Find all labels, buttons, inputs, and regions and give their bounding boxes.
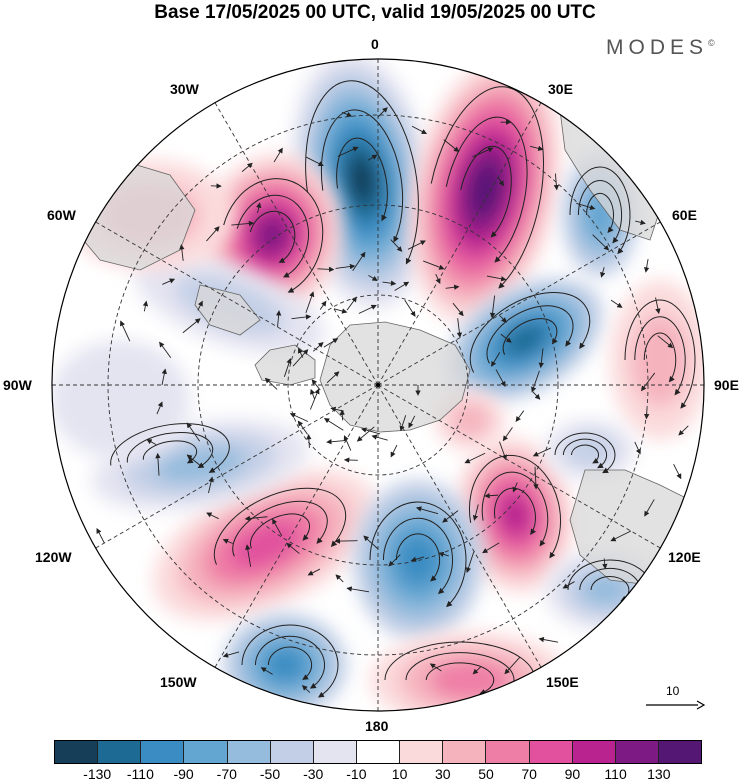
- colorbar-segment: [98, 741, 141, 763]
- colorbar-segment: [659, 741, 701, 763]
- colorbar-ticks: -130 -110 -90 -70 -50 -30 -10 10 30 50 70 90 110 130: [0, 766, 750, 784]
- colorbar-tick-label: -10: [346, 766, 366, 782]
- lon-label-90w: 90W: [3, 377, 32, 393]
- colorbar-tick-label: 30: [435, 766, 451, 782]
- colorbar-tick-label: -110: [127, 766, 154, 782]
- lon-label-180: 180: [365, 718, 388, 734]
- colorbar-segment: [141, 741, 184, 763]
- colorbar-segment: [55, 741, 98, 763]
- colorbar-tick-label: 70: [521, 766, 537, 782]
- colorbar-segment: [573, 741, 616, 763]
- polar-map: [0, 0, 750, 735]
- reference-vector-label: 10: [666, 684, 679, 698]
- lon-label-120e: 120E: [668, 549, 701, 565]
- arrow-right-icon: [644, 698, 706, 712]
- colorbar-segment: [228, 741, 271, 763]
- lon-label-120w: 120W: [35, 549, 72, 565]
- colorbar-segment: [400, 741, 443, 763]
- lon-label-90e: 90E: [714, 377, 739, 393]
- colorbar-tick-label: -70: [217, 766, 237, 782]
- colorbar-segment: [184, 741, 227, 763]
- colorbar-tick-label: 10: [392, 766, 408, 782]
- lon-label-0: 0: [371, 36, 379, 52]
- colorbar-segment: [530, 741, 573, 763]
- lon-label-30e: 30E: [548, 81, 573, 97]
- colorbar-tick-label: -50: [260, 766, 280, 782]
- colorbar-segment: [271, 741, 314, 763]
- lon-label-60e: 60E: [672, 207, 697, 223]
- colorbar-tick-label: 130: [647, 766, 670, 782]
- colorbar-tick-label: 50: [478, 766, 494, 782]
- colorbar-segment: [486, 741, 529, 763]
- colorbar-segment: [357, 741, 400, 763]
- flow-arrow: [336, 541, 358, 542]
- colorbar-tick-label: 110: [604, 766, 626, 782]
- colorbar-tick-label: -130: [83, 766, 111, 782]
- colorbar-segment: [616, 741, 659, 763]
- anomaly-cell: [353, 480, 483, 640]
- colorbar-tick-label: -30: [303, 766, 323, 782]
- anomaly-cell: [370, 632, 570, 728]
- lon-label-150e: 150E: [546, 674, 579, 690]
- colorbar-segment: [314, 741, 357, 763]
- lon-label-150w: 150W: [160, 674, 197, 690]
- colorbar-tick-label: 90: [565, 766, 581, 782]
- colorbar-segment: [443, 741, 486, 763]
- south-pole-marker: [376, 383, 380, 387]
- anomaly-cell: [50, 340, 190, 460]
- colorbar-tick-label: -90: [173, 766, 193, 782]
- lon-label-30w: 30W: [170, 81, 199, 97]
- lon-label-60w: 60W: [47, 207, 76, 223]
- colorbar: [54, 740, 702, 764]
